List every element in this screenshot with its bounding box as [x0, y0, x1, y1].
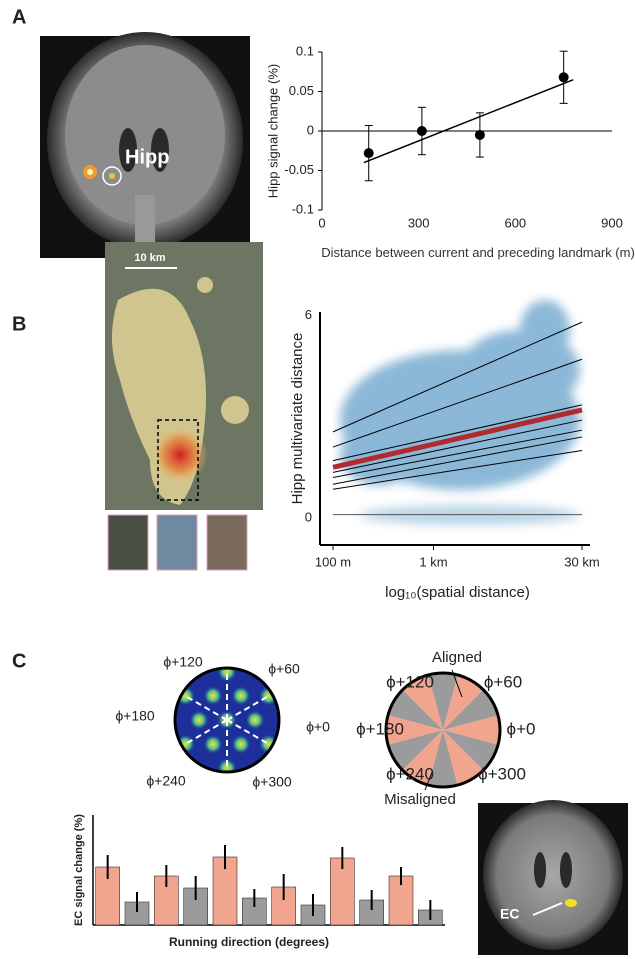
- x-tick-label: 0: [318, 215, 325, 230]
- fit-line: [332, 358, 583, 448]
- data-point: [363, 148, 374, 159]
- x-axis-label: log₁₀(spatial distance): [385, 584, 530, 601]
- y-axis-label: Hipp multivariate distance: [289, 333, 306, 505]
- misaligned-label: Misaligned: [384, 791, 456, 808]
- data-point: [474, 129, 485, 140]
- grid-field: [217, 758, 237, 772]
- fit-line: [332, 321, 583, 433]
- grid-field: [231, 734, 251, 755]
- wedge: [402, 730, 443, 786]
- y-tick-label: 0: [305, 509, 312, 524]
- arrow: [424, 771, 433, 791]
- wedge: [386, 715, 443, 745]
- x-tick-label: 1 km: [419, 554, 447, 569]
- image-label: EC: [500, 906, 519, 922]
- wedge: [387, 730, 443, 771]
- fit-line: [332, 436, 583, 485]
- x-tick-label: 100 m: [315, 554, 351, 569]
- y-axis-label: EC signal change (%): [73, 814, 85, 926]
- direction-line: [183, 694, 228, 721]
- wedge: [443, 730, 484, 786]
- x-tick-label: 30 km: [564, 554, 599, 569]
- fit-line: [332, 419, 583, 473]
- brain-image: EC: [478, 800, 628, 955]
- y-tick-label: 0: [307, 122, 314, 137]
- grid-diagram: [173, 666, 281, 774]
- fit-line: [332, 407, 583, 470]
- direction-label: ϕ+300: [252, 774, 292, 790]
- direction-label: ϕ+240: [386, 764, 434, 783]
- direction-label: ϕ+300: [478, 764, 526, 783]
- wedge: [443, 689, 499, 730]
- x-tick-label: 900: [601, 215, 623, 230]
- data-point: [558, 72, 569, 83]
- wedge: [387, 689, 443, 730]
- direction-label: ϕ+120: [386, 672, 434, 691]
- y-tick-label: 0.05: [289, 83, 314, 98]
- wedge: [428, 672, 458, 730]
- data-point: [416, 126, 427, 136]
- direction-label: ϕ+120: [163, 654, 203, 670]
- y-tick-label: -0.1: [292, 201, 314, 216]
- wedge: [428, 730, 458, 788]
- direction-label: ϕ+60: [484, 672, 522, 691]
- panel-label: A: [12, 6, 26, 28]
- wedge: [443, 674, 484, 730]
- direction-label: ϕ+0: [306, 719, 330, 735]
- y-tick-label: 0.1: [296, 43, 314, 58]
- x-tick-label: 600: [504, 215, 526, 230]
- x-axis-label: Distance between current and preceding l…: [321, 245, 635, 260]
- grid-field: [245, 710, 265, 730]
- direction-line: [226, 719, 271, 746]
- map-image: 10 km: [105, 242, 263, 571]
- fit-line: [332, 404, 583, 462]
- scale-label: 10 km: [134, 252, 165, 264]
- direction-line: [226, 694, 271, 721]
- panel-label: B: [12, 313, 26, 335]
- fit-line: [363, 78, 574, 164]
- image-label: Hipp: [125, 146, 169, 168]
- direction-label: ϕ+60: [268, 661, 300, 677]
- direction-label: ϕ+180: [115, 708, 155, 724]
- brain-image: Hipp: [40, 32, 250, 258]
- wedge: [443, 730, 499, 771]
- bar: [330, 857, 355, 926]
- aligned-label: Aligned: [432, 649, 482, 666]
- direction-line: [183, 719, 228, 746]
- arrow: [451, 669, 463, 698]
- grid-field: [189, 710, 209, 730]
- grid-field: [203, 734, 223, 755]
- alignment-diagram: [386, 672, 500, 788]
- y-tick-label: 6: [305, 307, 312, 322]
- y-axis-label: Hipp signal change (%): [265, 64, 280, 198]
- fit-line: [332, 429, 583, 478]
- wedge: [443, 715, 500, 745]
- x-tick-label: 300: [408, 215, 430, 230]
- y-tick-label: -0.05: [284, 162, 314, 177]
- direction-label: ϕ+180: [356, 719, 404, 738]
- panel-label: C: [12, 650, 26, 672]
- direction-label: ϕ+240: [146, 773, 186, 789]
- fit-line: [332, 449, 583, 490]
- circle-outline: [384, 671, 502, 789]
- grid-field: [203, 685, 223, 706]
- grid-field: [231, 685, 251, 706]
- x-axis-label: Running direction (degrees): [169, 935, 329, 949]
- grid-field: [217, 668, 237, 682]
- wedge: [402, 674, 443, 730]
- direction-label: ϕ+0: [507, 719, 536, 738]
